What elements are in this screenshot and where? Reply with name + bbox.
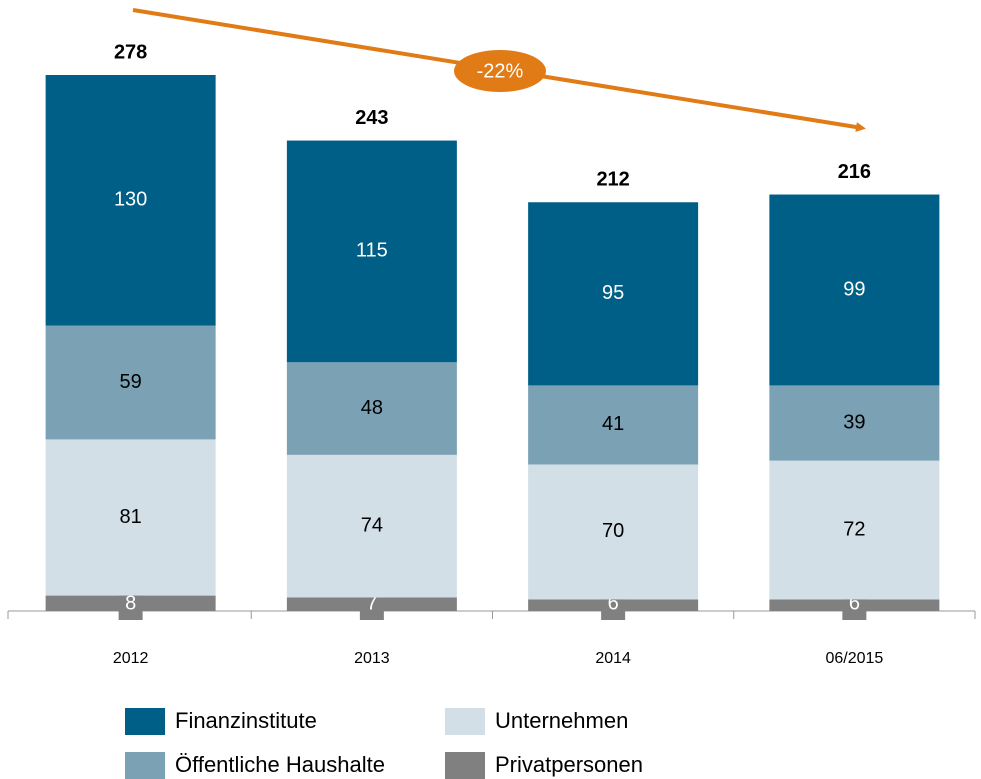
bar-segment bbox=[286, 140, 457, 363]
bar-segment bbox=[769, 194, 940, 386]
annotation-bubble bbox=[454, 50, 546, 92]
value-label: 130 bbox=[114, 189, 147, 211]
total-label: 216 bbox=[838, 161, 871, 183]
legend-label: Unternehmen bbox=[495, 708, 628, 733]
legend-swatch bbox=[125, 708, 165, 735]
value-label: 95 bbox=[602, 282, 624, 304]
legend-label: Privatpersonen bbox=[495, 752, 643, 777]
value-label: 41 bbox=[602, 413, 624, 435]
x-tick-label: 2012 bbox=[113, 650, 149, 667]
legend-swatch bbox=[445, 708, 485, 735]
value-label: 48 bbox=[361, 397, 383, 419]
value-label: 59 bbox=[120, 371, 142, 393]
value-label: 70 bbox=[602, 520, 624, 542]
bar-segment bbox=[45, 325, 216, 440]
total-label: 278 bbox=[114, 41, 147, 63]
value-label: 6 bbox=[849, 592, 860, 614]
bar-segment bbox=[769, 460, 940, 600]
value-label: 6 bbox=[608, 592, 619, 614]
bar-segment bbox=[528, 202, 699, 386]
bar-segment bbox=[286, 362, 457, 455]
x-tick-label: 2013 bbox=[354, 650, 390, 667]
legend-label: Finanzinstitute bbox=[175, 708, 317, 733]
total-label: 212 bbox=[596, 169, 629, 191]
total-label: 243 bbox=[355, 107, 388, 129]
bar-segment bbox=[45, 75, 216, 326]
value-label: 8 bbox=[125, 592, 136, 614]
legend-swatch bbox=[125, 752, 165, 779]
value-label: 39 bbox=[843, 411, 865, 433]
bar-segment bbox=[528, 464, 699, 600]
x-tick-label: 06/2015 bbox=[825, 650, 883, 667]
annotation: -22% bbox=[477, 60, 524, 82]
legend-label: Öffentliche Haushalte bbox=[175, 752, 385, 777]
value-label: 72 bbox=[843, 518, 865, 540]
bar-segment bbox=[45, 439, 216, 596]
value-label: 99 bbox=[843, 278, 865, 300]
bar-segment bbox=[528, 385, 699, 465]
value-label: 81 bbox=[120, 506, 142, 528]
bar-segment bbox=[286, 454, 457, 598]
legend-swatch bbox=[445, 752, 485, 779]
value-label: 74 bbox=[361, 514, 383, 536]
value-label: 115 bbox=[356, 240, 388, 262]
x-tick-label: 2014 bbox=[595, 650, 631, 667]
bar-segment bbox=[769, 385, 940, 461]
value-label: 7 bbox=[366, 592, 377, 614]
